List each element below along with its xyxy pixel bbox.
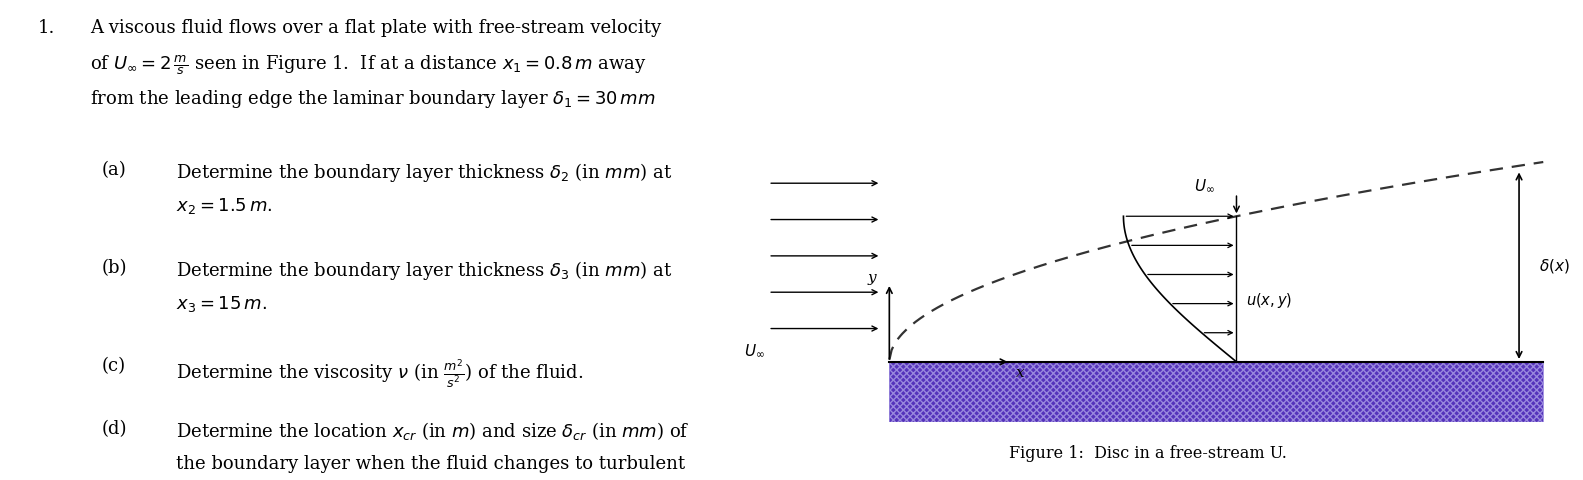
Text: 1.: 1. bbox=[38, 19, 55, 37]
Text: Determine the viscosity $\nu$ (in $\frac{m^2}{s^2}$) of the fluid.: Determine the viscosity $\nu$ (in $\frac… bbox=[176, 357, 583, 391]
Text: y: y bbox=[867, 271, 875, 285]
Text: $U_\infty$: $U_\infty$ bbox=[1194, 178, 1214, 194]
Text: (b): (b) bbox=[101, 259, 127, 277]
Polygon shape bbox=[890, 362, 1543, 422]
Text: from the leading edge the laminar boundary layer $\delta_1 = 30\,mm$: from the leading edge the laminar bounda… bbox=[90, 88, 655, 110]
Text: x: x bbox=[1016, 366, 1024, 380]
Text: Determine the location $x_{cr}$ (in $m$) and size $\delta_{cr}$ (in $mm$) of: Determine the location $x_{cr}$ (in $m$)… bbox=[176, 420, 690, 443]
Text: $u(x,y)$: $u(x,y)$ bbox=[1246, 291, 1292, 310]
Text: A viscous fluid flows over a flat plate with free-stream velocity: A viscous fluid flows over a flat plate … bbox=[90, 19, 662, 37]
Text: the boundary layer when the fluid changes to turbulent: the boundary layer when the fluid change… bbox=[176, 455, 685, 473]
Text: (c): (c) bbox=[101, 357, 125, 375]
Text: $x_2 = 1.5\,m.$: $x_2 = 1.5\,m.$ bbox=[176, 196, 272, 216]
Text: $U_\infty$: $U_\infty$ bbox=[744, 343, 765, 359]
Text: Figure 1:  Disc in a free-stream U.: Figure 1: Disc in a free-stream U. bbox=[1008, 445, 1287, 462]
Text: of $U_\infty = 2\,\frac{m}{s}$ seen in Figure 1.  If at a distance $x_1 = 0.8\,m: of $U_\infty = 2\,\frac{m}{s}$ seen in F… bbox=[90, 54, 647, 77]
Text: Determine the boundary layer thickness $\delta_3$ (in $mm$) at: Determine the boundary layer thickness $… bbox=[176, 259, 673, 282]
Text: $x_3 = 15\,m.$: $x_3 = 15\,m.$ bbox=[176, 294, 266, 314]
Text: (d): (d) bbox=[101, 420, 127, 439]
Text: $\delta(x)$: $\delta(x)$ bbox=[1539, 257, 1570, 275]
Text: (a): (a) bbox=[101, 161, 127, 179]
Text: Determine the boundary layer thickness $\delta_2$ (in $mm$) at: Determine the boundary layer thickness $… bbox=[176, 161, 673, 184]
